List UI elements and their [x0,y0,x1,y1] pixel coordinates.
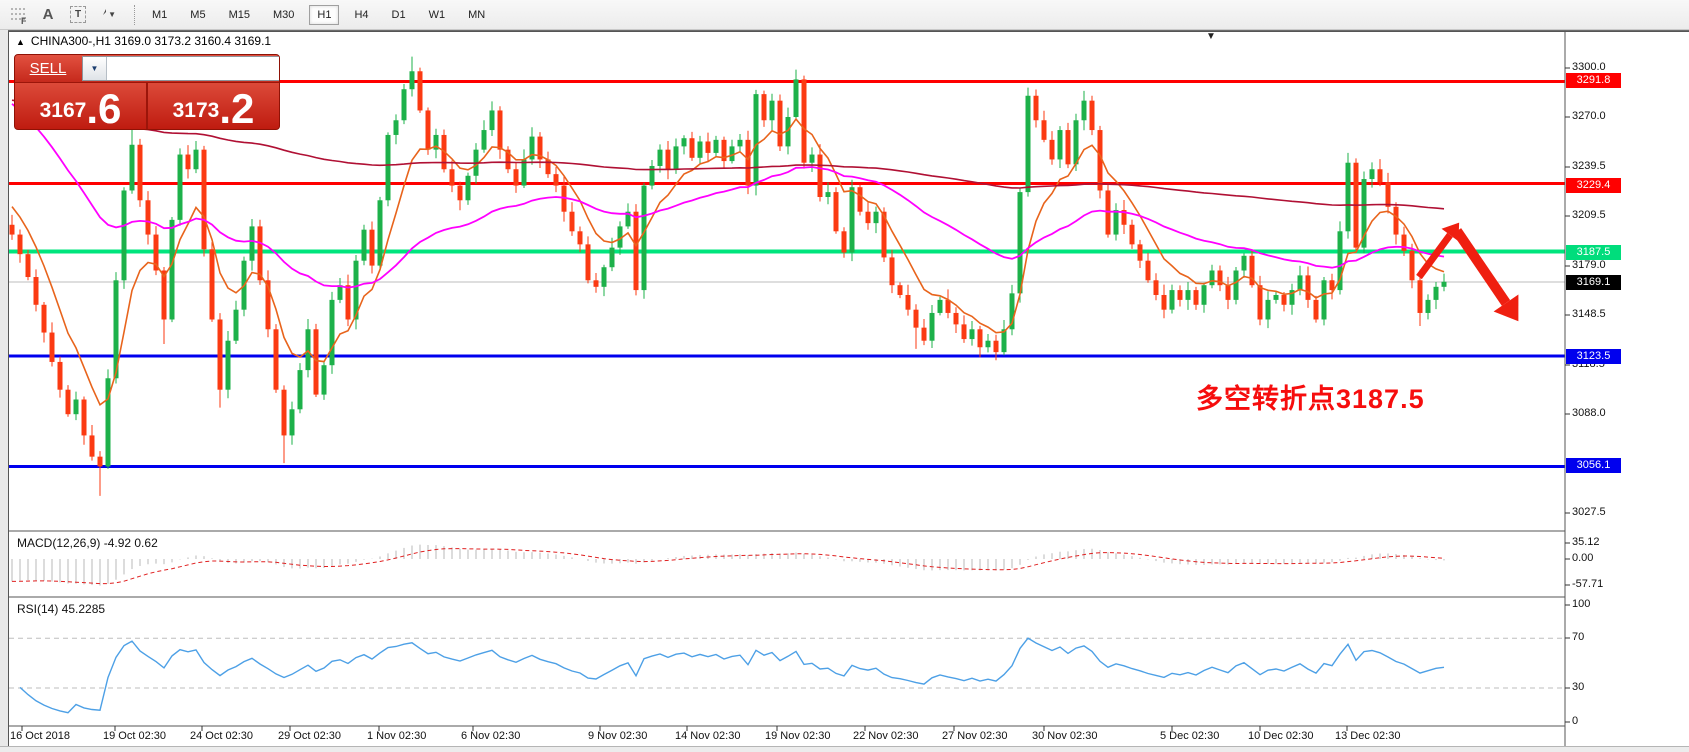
tf-button-h1[interactable]: H1 [309,4,340,25]
date-axis-label: 9 Nov 02:30 [588,730,648,742]
price-axis-tick: 3209.5 [1572,209,1606,221]
one-click-trading-panel: SELL ▼ ▲ BUY 3167.6 3173.2 [14,54,280,130]
rsi-label: RSI(14) 45.2285 [17,602,106,616]
symbol-ohlc-text: CHINA300-,H1 3169.0 3173.2 3160.4 3169.1 [30,34,272,48]
price-axis-tick: 0.00 [1572,552,1594,564]
price-axis-tick: 70 [1572,631,1585,643]
price-axis-tick: 35.12 [1572,536,1600,548]
date-axis-label: 16 Oct 2018 [10,730,70,742]
macd-label: MACD(12,26,9) -4.92 0.62 [17,536,158,550]
price-axis-tick: 3239.5 [1572,160,1606,172]
chart-window [8,30,1689,746]
text-box-tool-icon[interactable]: T [64,3,92,27]
price-axis-tick: 3270.0 [1572,110,1606,122]
price-axis-tick: 3148.5 [1572,308,1606,320]
tf-button-h4[interactable]: H4 [346,5,376,25]
date-axis-label: 24 Oct 02:30 [190,730,253,742]
date-axis-label: 29 Oct 02:30 [278,730,341,742]
svg-text:F: F [21,16,26,25]
buy-price-base: 3173 [172,99,220,122]
sell-button[interactable]: SELL [15,55,81,82]
date-axis-label: 14 Nov 02:30 [675,730,741,742]
fibonacci-grid-glyph: F [11,8,26,25]
tf-button-w1[interactable]: W1 [421,5,454,25]
tf-button-m15[interactable]: M15 [221,5,258,25]
chart-shift-marker-icon[interactable]: ▼ [1206,31,1216,42]
price-axis-tick: 3300.0 [1572,61,1606,73]
text-label-tool-icon[interactable]: A [34,3,62,27]
date-axis-label: 19 Oct 02:30 [103,730,166,742]
price-badge: 3187.5 [1566,245,1621,260]
date-axis-label: 10 Dec 02:30 [1248,730,1314,742]
letter-a-glyph: A [42,6,54,23]
tf-button-m5[interactable]: M5 [182,5,213,25]
price-axis-tick: 3088.0 [1572,407,1606,419]
tf-button-mn[interactable]: MN [460,5,493,25]
buy-price-display[interactable]: 3173.2 [148,83,279,129]
date-axis-label: 6 Nov 02:30 [461,730,521,742]
sell-price-big-digit: .6 [86,85,122,130]
tf-button-d1[interactable]: D1 [384,5,414,25]
volume-decrease-button[interactable]: ▼ [83,57,107,80]
trade-panel-price-row: 3167.6 3173.2 [15,82,279,129]
window-bottom-strip [0,746,1689,752]
price-axis-tick: 30 [1572,681,1585,693]
annotation-text: 多空转折点3187.5 [1196,384,1425,414]
toolbar-separator [134,4,136,25]
price-axis-tick: 3027.5 [1572,506,1606,518]
sell-price-base: 3167 [39,99,87,122]
date-axis-label: 1 Nov 02:30 [367,730,427,742]
volume-spinner: ▼ ▲ [82,56,279,81]
date-axis-label: 13 Dec 02:30 [1335,730,1401,742]
price-badge: 3169.1 [1566,275,1621,290]
sell-price-display[interactable]: 3167.6 [15,83,146,129]
toolbar: F A T ▼ M1 M5 M15 M30 H1 H4 D1 W1 MN [0,0,1689,30]
boxed-t-glyph: T [70,6,86,23]
price-axis-tick: -57.71 [1572,578,1604,590]
price-axis-tick: 3179.0 [1572,259,1606,271]
price-axis-tick: 0 [1572,715,1579,727]
price-badge: 3291.8 [1566,73,1621,88]
chart-symbol-header: ▲ CHINA300-,H1 3169.0 3173.2 3160.4 3169.… [16,34,271,48]
tf-button-m1[interactable]: M1 [144,5,175,25]
price-badge: 3056.1 [1566,458,1621,473]
date-axis-label: 30 Nov 02:30 [1032,730,1098,742]
tf-button-m30[interactable]: M30 [265,5,302,25]
buy-price-big-digit: .2 [219,85,255,130]
arrow-shapes-glyph [103,8,107,15]
price-badge: 3123.5 [1566,349,1621,364]
timeframe-buttons: M1 M5 M15 M30 H1 H4 D1 W1 MN [144,4,500,25]
collapse-arrow-icon: ▲ [16,37,25,47]
price-axis-tick: 100 [1572,598,1591,610]
date-axis-label: 22 Nov 02:30 [853,730,919,742]
date-axis-label: 27 Nov 02:30 [942,730,1008,742]
date-axis-label: 5 Dec 02:30 [1160,730,1220,742]
trade-panel-top-row: SELL ▼ ▲ BUY [15,55,279,82]
shapes-tool-icon[interactable]: ▼ [94,3,122,27]
chevron-down-icon: ▼ [108,10,116,19]
volume-input[interactable] [107,57,279,80]
date-axis-label: 19 Nov 02:30 [765,730,831,742]
price-badge: 3229.4 [1566,178,1621,193]
fibonacci-tool-icon[interactable]: F [4,3,32,27]
